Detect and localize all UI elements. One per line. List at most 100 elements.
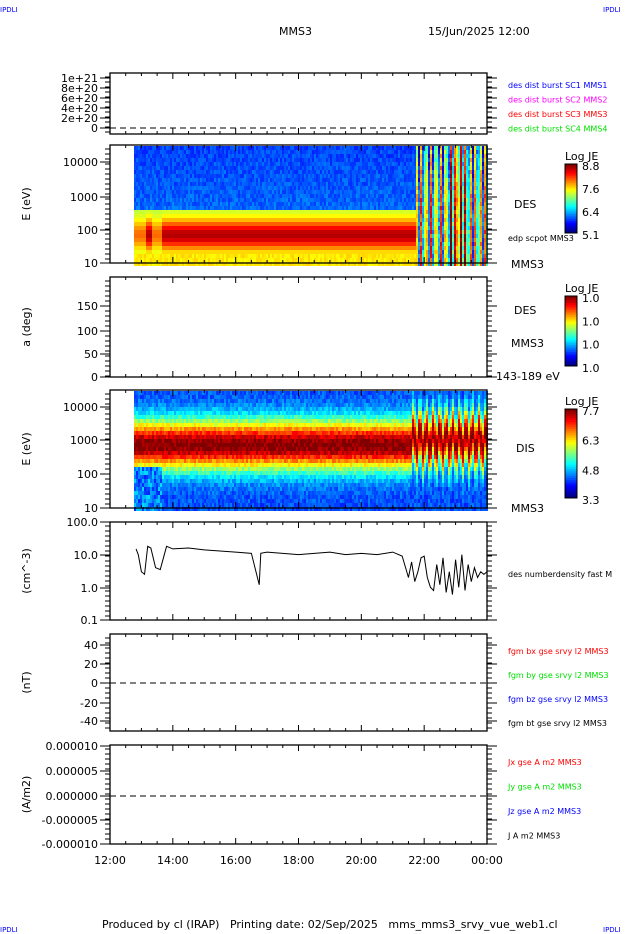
spectrogram-cell bbox=[380, 230, 382, 234]
spectrogram-cell bbox=[200, 254, 202, 258]
spectrogram-cell bbox=[250, 246, 252, 250]
spectrogram-cell bbox=[324, 186, 326, 190]
spectrogram-cell bbox=[382, 166, 384, 170]
spectrogram-cell bbox=[320, 186, 322, 190]
spectrogram-cell bbox=[396, 242, 398, 246]
spectrogram-cell bbox=[422, 170, 424, 174]
spectrogram-cell bbox=[456, 146, 458, 150]
spectrogram-cell bbox=[378, 226, 380, 230]
spectrogram-cell bbox=[294, 230, 296, 234]
spectrogram-cell bbox=[238, 162, 240, 166]
spectrogram-cell bbox=[260, 166, 262, 170]
spectrogram-cell bbox=[200, 186, 202, 190]
spectrogram-cell bbox=[282, 210, 284, 214]
spectrogram-cell bbox=[284, 242, 286, 246]
spectrogram-cell bbox=[204, 186, 206, 190]
spectrogram-cell bbox=[402, 158, 404, 162]
spectrogram-cell bbox=[404, 206, 406, 210]
spectrogram-cell bbox=[220, 210, 222, 214]
spectrogram-cell bbox=[300, 146, 302, 150]
spectrogram-cell bbox=[388, 154, 390, 158]
spectrogram-cell bbox=[146, 170, 148, 174]
spectrogram-cell bbox=[202, 170, 204, 174]
spectrogram-cell bbox=[250, 194, 252, 198]
spectrogram-cell bbox=[172, 166, 174, 170]
spectrogram-cell bbox=[394, 222, 396, 226]
spectrogram-cell bbox=[396, 194, 398, 198]
spectrogram-cell bbox=[358, 158, 360, 162]
spectrogram-cell bbox=[170, 190, 172, 194]
spectrogram-cell bbox=[276, 202, 278, 206]
spectrogram-cell bbox=[138, 262, 140, 266]
spectrogram-cell bbox=[394, 178, 396, 182]
spectrogram-cell bbox=[248, 190, 250, 194]
spectrogram-cell bbox=[366, 162, 368, 166]
spectrogram-cell bbox=[406, 254, 408, 258]
spectrogram-cell bbox=[218, 218, 220, 222]
spectrogram-cell bbox=[336, 170, 338, 174]
spectrogram-cell bbox=[190, 150, 192, 154]
spectrogram-cell bbox=[286, 250, 288, 254]
spectrogram-cell bbox=[362, 186, 364, 190]
spectrogram-cell bbox=[396, 250, 398, 254]
spectrogram-cell bbox=[292, 246, 294, 250]
spectrogram-cell bbox=[392, 222, 394, 226]
spectrogram-cell bbox=[450, 210, 452, 214]
spectrogram-cell bbox=[142, 194, 144, 198]
spectrogram-cell bbox=[338, 222, 340, 226]
spectrogram-cell bbox=[410, 222, 412, 226]
spectrogram-cell bbox=[232, 214, 234, 218]
spectrogram-cell bbox=[344, 254, 346, 258]
spectrogram-cell bbox=[334, 226, 336, 230]
spectrogram-cell bbox=[222, 230, 224, 234]
spectrogram-cell bbox=[440, 178, 442, 182]
spectrogram-cell bbox=[250, 182, 252, 186]
spectrogram-cell bbox=[230, 170, 232, 174]
spectrogram-cell bbox=[248, 246, 250, 250]
spectrogram-cell bbox=[152, 162, 154, 166]
spectrogram-cell bbox=[436, 158, 438, 162]
spectrogram-cell bbox=[228, 226, 230, 230]
spectrogram-cell bbox=[322, 166, 324, 170]
spectrogram-cell bbox=[232, 198, 234, 202]
spectrogram-cell bbox=[196, 218, 198, 222]
spectrogram-cell bbox=[158, 150, 160, 154]
spectrogram-cell bbox=[400, 146, 402, 150]
spectrogram-cell bbox=[306, 262, 308, 266]
spectrogram-cell bbox=[342, 146, 344, 150]
spectrogram-cell bbox=[392, 234, 394, 238]
spectrogram-cell bbox=[142, 198, 144, 202]
spectrogram-cell bbox=[254, 214, 256, 218]
spectrogram-cell bbox=[450, 154, 452, 158]
spectrogram-cell bbox=[324, 262, 326, 266]
spectrogram-cell bbox=[392, 194, 394, 198]
spectrogram-cell bbox=[252, 210, 254, 214]
spectrogram-cell bbox=[394, 238, 396, 242]
spectrogram-cell bbox=[380, 222, 382, 226]
spectrogram-cell bbox=[390, 210, 392, 214]
spectrogram-cell bbox=[456, 210, 458, 214]
spectrogram-cell bbox=[418, 190, 420, 194]
spectrogram-cell bbox=[208, 174, 210, 178]
spectrogram-cell bbox=[200, 178, 202, 182]
spectrogram-cell bbox=[370, 190, 372, 194]
spectrogram-cell bbox=[408, 254, 410, 258]
spectrogram-cell bbox=[410, 226, 412, 230]
spectrogram-cell bbox=[182, 262, 184, 266]
spectrogram-cell bbox=[234, 210, 236, 214]
spectrogram-cell bbox=[378, 194, 380, 198]
spectrogram-cell bbox=[268, 234, 270, 238]
spectrogram-cell bbox=[262, 262, 264, 266]
spectrogram-cell bbox=[324, 158, 326, 162]
spectrogram-cell bbox=[334, 242, 336, 246]
spectrogram-cell bbox=[200, 246, 202, 250]
spectrogram-cell bbox=[152, 214, 154, 218]
spectrogram-cell bbox=[422, 146, 424, 150]
spectrogram-cell bbox=[420, 154, 422, 158]
spectrogram-cell bbox=[318, 186, 320, 190]
spectrogram-cell bbox=[282, 154, 284, 158]
spectrogram-cell bbox=[188, 206, 190, 210]
spectrogram-cell bbox=[298, 174, 300, 178]
spectrogram-cell bbox=[218, 198, 220, 202]
spectrogram-cell bbox=[234, 198, 236, 202]
